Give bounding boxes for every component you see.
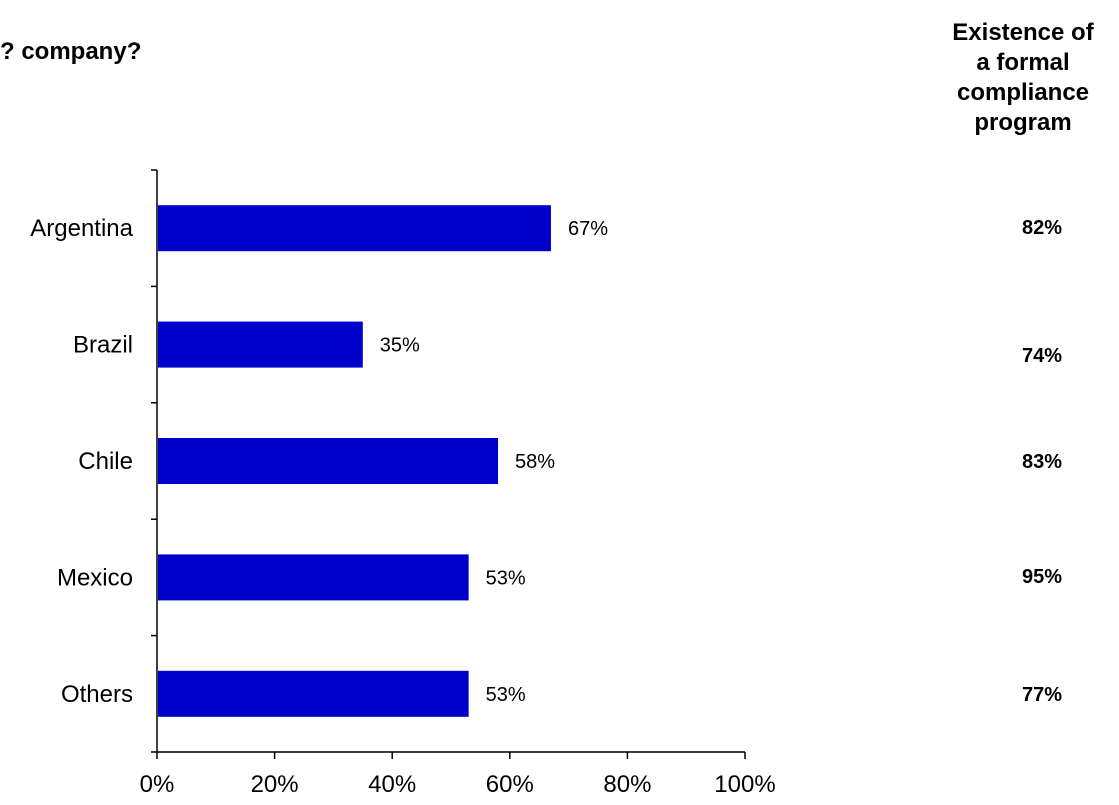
value-label: 53% xyxy=(486,567,526,589)
bar-brazil xyxy=(158,321,363,368)
bar-chile xyxy=(158,438,499,484)
side-column-header: Existence of a formal compliance program xyxy=(938,18,1108,138)
category-label: Brazil xyxy=(73,332,133,359)
x-tick-label: 20% xyxy=(251,771,299,798)
value-label: 67% xyxy=(568,218,608,240)
x-tick-label: 0% xyxy=(140,771,175,798)
side-value-mexico: 95% xyxy=(1021,566,1062,588)
x-tick-label: 60% xyxy=(486,771,534,798)
value-label: 58% xyxy=(515,451,555,473)
side-value-brazil: 74% xyxy=(1021,345,1062,367)
side-header-line: compliance xyxy=(956,79,1090,106)
bar-others xyxy=(158,670,469,717)
x-tick-label: 80% xyxy=(603,771,651,798)
bar-mexico xyxy=(158,554,469,601)
chart-title: ? company? xyxy=(0,38,142,65)
category-label: Argentina xyxy=(30,215,133,242)
category-label: Others xyxy=(61,681,133,708)
x-tick-label: 40% xyxy=(368,771,416,798)
side-header-line: Existence of xyxy=(952,19,1094,46)
side-value-chile: 83% xyxy=(1021,451,1062,473)
side-header-line: a formal xyxy=(976,49,1070,76)
x-tick-label: 100% xyxy=(714,771,775,798)
side-value-argentina: 82% xyxy=(1021,217,1062,239)
value-label: 53% xyxy=(486,684,526,706)
bar-argentina xyxy=(158,205,551,252)
side-header-line: program xyxy=(974,109,1072,136)
side-value-others: 77% xyxy=(1021,684,1062,706)
value-label: 35% xyxy=(380,335,420,357)
category-label: Mexico xyxy=(57,564,133,591)
category-label: Chile xyxy=(78,448,133,475)
